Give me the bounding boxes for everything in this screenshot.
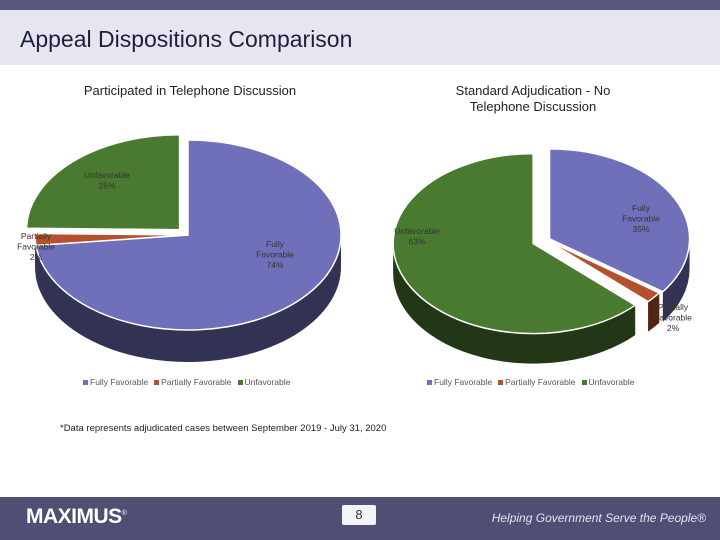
legend-item-fully-favorable: Fully Favorable xyxy=(83,377,148,387)
legend-telephone: Fully Favorable Partially Favorable Unfa… xyxy=(83,377,290,387)
slice-partially-favorable xyxy=(34,232,189,247)
legend-label: Partially Favorable xyxy=(505,377,576,387)
legend-label: Fully Favorable xyxy=(90,377,149,387)
slice-side-fully-favorable xyxy=(35,235,341,362)
data-label-partially-favorable: Partially Favorable 2% xyxy=(654,302,692,333)
pie-chart-1: Fully Favorable 74%Partially Favorable 2%Unf… xyxy=(17,133,342,362)
slice-side-fully-favorable xyxy=(662,238,690,322)
data-label-unfavorable: Unfavorable 25% xyxy=(84,170,130,191)
data-label-line: 74% xyxy=(266,260,283,270)
legend-swatch xyxy=(154,379,160,385)
slice-side-unfavorable xyxy=(393,243,636,364)
legend-item-partially-favorable: Partially Favorable xyxy=(154,377,232,387)
data-label-fully-favorable: Fully Favorable 35% xyxy=(622,203,660,234)
chart-title-standard-line-2: Telephone Discussion xyxy=(469,99,597,114)
legend-swatch xyxy=(237,379,243,385)
legend-item-unfavorable: Unfavorable xyxy=(237,377,291,387)
legend-item-fully-favorable: Fully Favorable xyxy=(427,377,492,387)
legend-swatch xyxy=(581,379,587,385)
tagline: Helping Government Serve the People® xyxy=(491,511,706,525)
legend-item-unfavorable: Unfavorable xyxy=(581,377,635,387)
page-number: 8 xyxy=(342,505,376,525)
data-label-line: Favorable xyxy=(17,242,55,252)
chart-title-telephone: Participated in Telephone Discussion xyxy=(83,83,297,98)
data-label-line: 63% xyxy=(408,237,425,247)
data-label-line: 2% xyxy=(667,323,680,333)
pie-chart-2: Fully Favorable 35%Partially Favorable 2%Unf… xyxy=(392,148,692,364)
data-label-partially-favorable: Partially Favorable 2% xyxy=(17,231,55,262)
maximus-logo: MAXIMUS® xyxy=(26,505,127,529)
legend-label: Partially Favorable xyxy=(161,377,232,387)
data-label-line: 35% xyxy=(632,224,649,234)
top-accent-strip xyxy=(0,0,720,10)
data-label-line: Favorable xyxy=(654,313,692,323)
chart-title-standard: Standard Adjudication - No Telephone Dis… xyxy=(425,83,641,115)
legend-swatch xyxy=(498,379,504,385)
title-band xyxy=(0,10,720,65)
slice-unfavorable xyxy=(25,133,181,231)
data-label-unfavorable: Unfavorable 63% xyxy=(394,226,440,247)
legend-standard: Fully Favorable Partially Favorable Unfa… xyxy=(427,377,634,387)
legend-item-partially-favorable: Partially Favorable xyxy=(498,377,576,387)
slice-fully-favorable xyxy=(548,148,691,293)
data-label-line: Partially xyxy=(21,231,52,241)
slice-fully-favorable xyxy=(35,139,342,331)
legend-swatch xyxy=(83,379,88,385)
logo-trademark: ® xyxy=(121,510,127,517)
data-label-fully-favorable: Fully Favorable 74% xyxy=(256,239,294,270)
data-label-line: Partially xyxy=(658,302,689,312)
slice-partially-favorable xyxy=(545,239,661,303)
legend-label: Fully Favorable xyxy=(434,377,493,387)
logo-text: MAXIMUS xyxy=(26,505,122,528)
data-label-line: 2% xyxy=(30,252,43,262)
legend-label: Unfavorable xyxy=(244,377,291,387)
legend-swatch xyxy=(427,379,432,385)
footer-bar: MAXIMUS® 8 Helping Government Serve the … xyxy=(0,497,720,540)
data-label-line: 25% xyxy=(98,181,115,191)
slice-side-partially-favorable xyxy=(648,292,660,332)
data-label-line: Favorable xyxy=(256,250,294,260)
data-label-line: Favorable xyxy=(622,214,660,224)
slice-unfavorable xyxy=(392,152,637,335)
page-title: Appeal Dispositions Comparison xyxy=(20,26,353,52)
legend-label: Unfavorable xyxy=(588,377,635,387)
footnote: *Data represents adjudicated cases betwe… xyxy=(60,423,387,434)
data-label-line: Fully xyxy=(266,239,285,249)
chart-title-standard-line-1: Standard Adjudication - No xyxy=(455,83,611,98)
data-label-line: Unfavorable xyxy=(394,226,440,236)
data-label-line: Fully xyxy=(632,203,651,213)
data-label-line: Unfavorable xyxy=(84,170,130,180)
